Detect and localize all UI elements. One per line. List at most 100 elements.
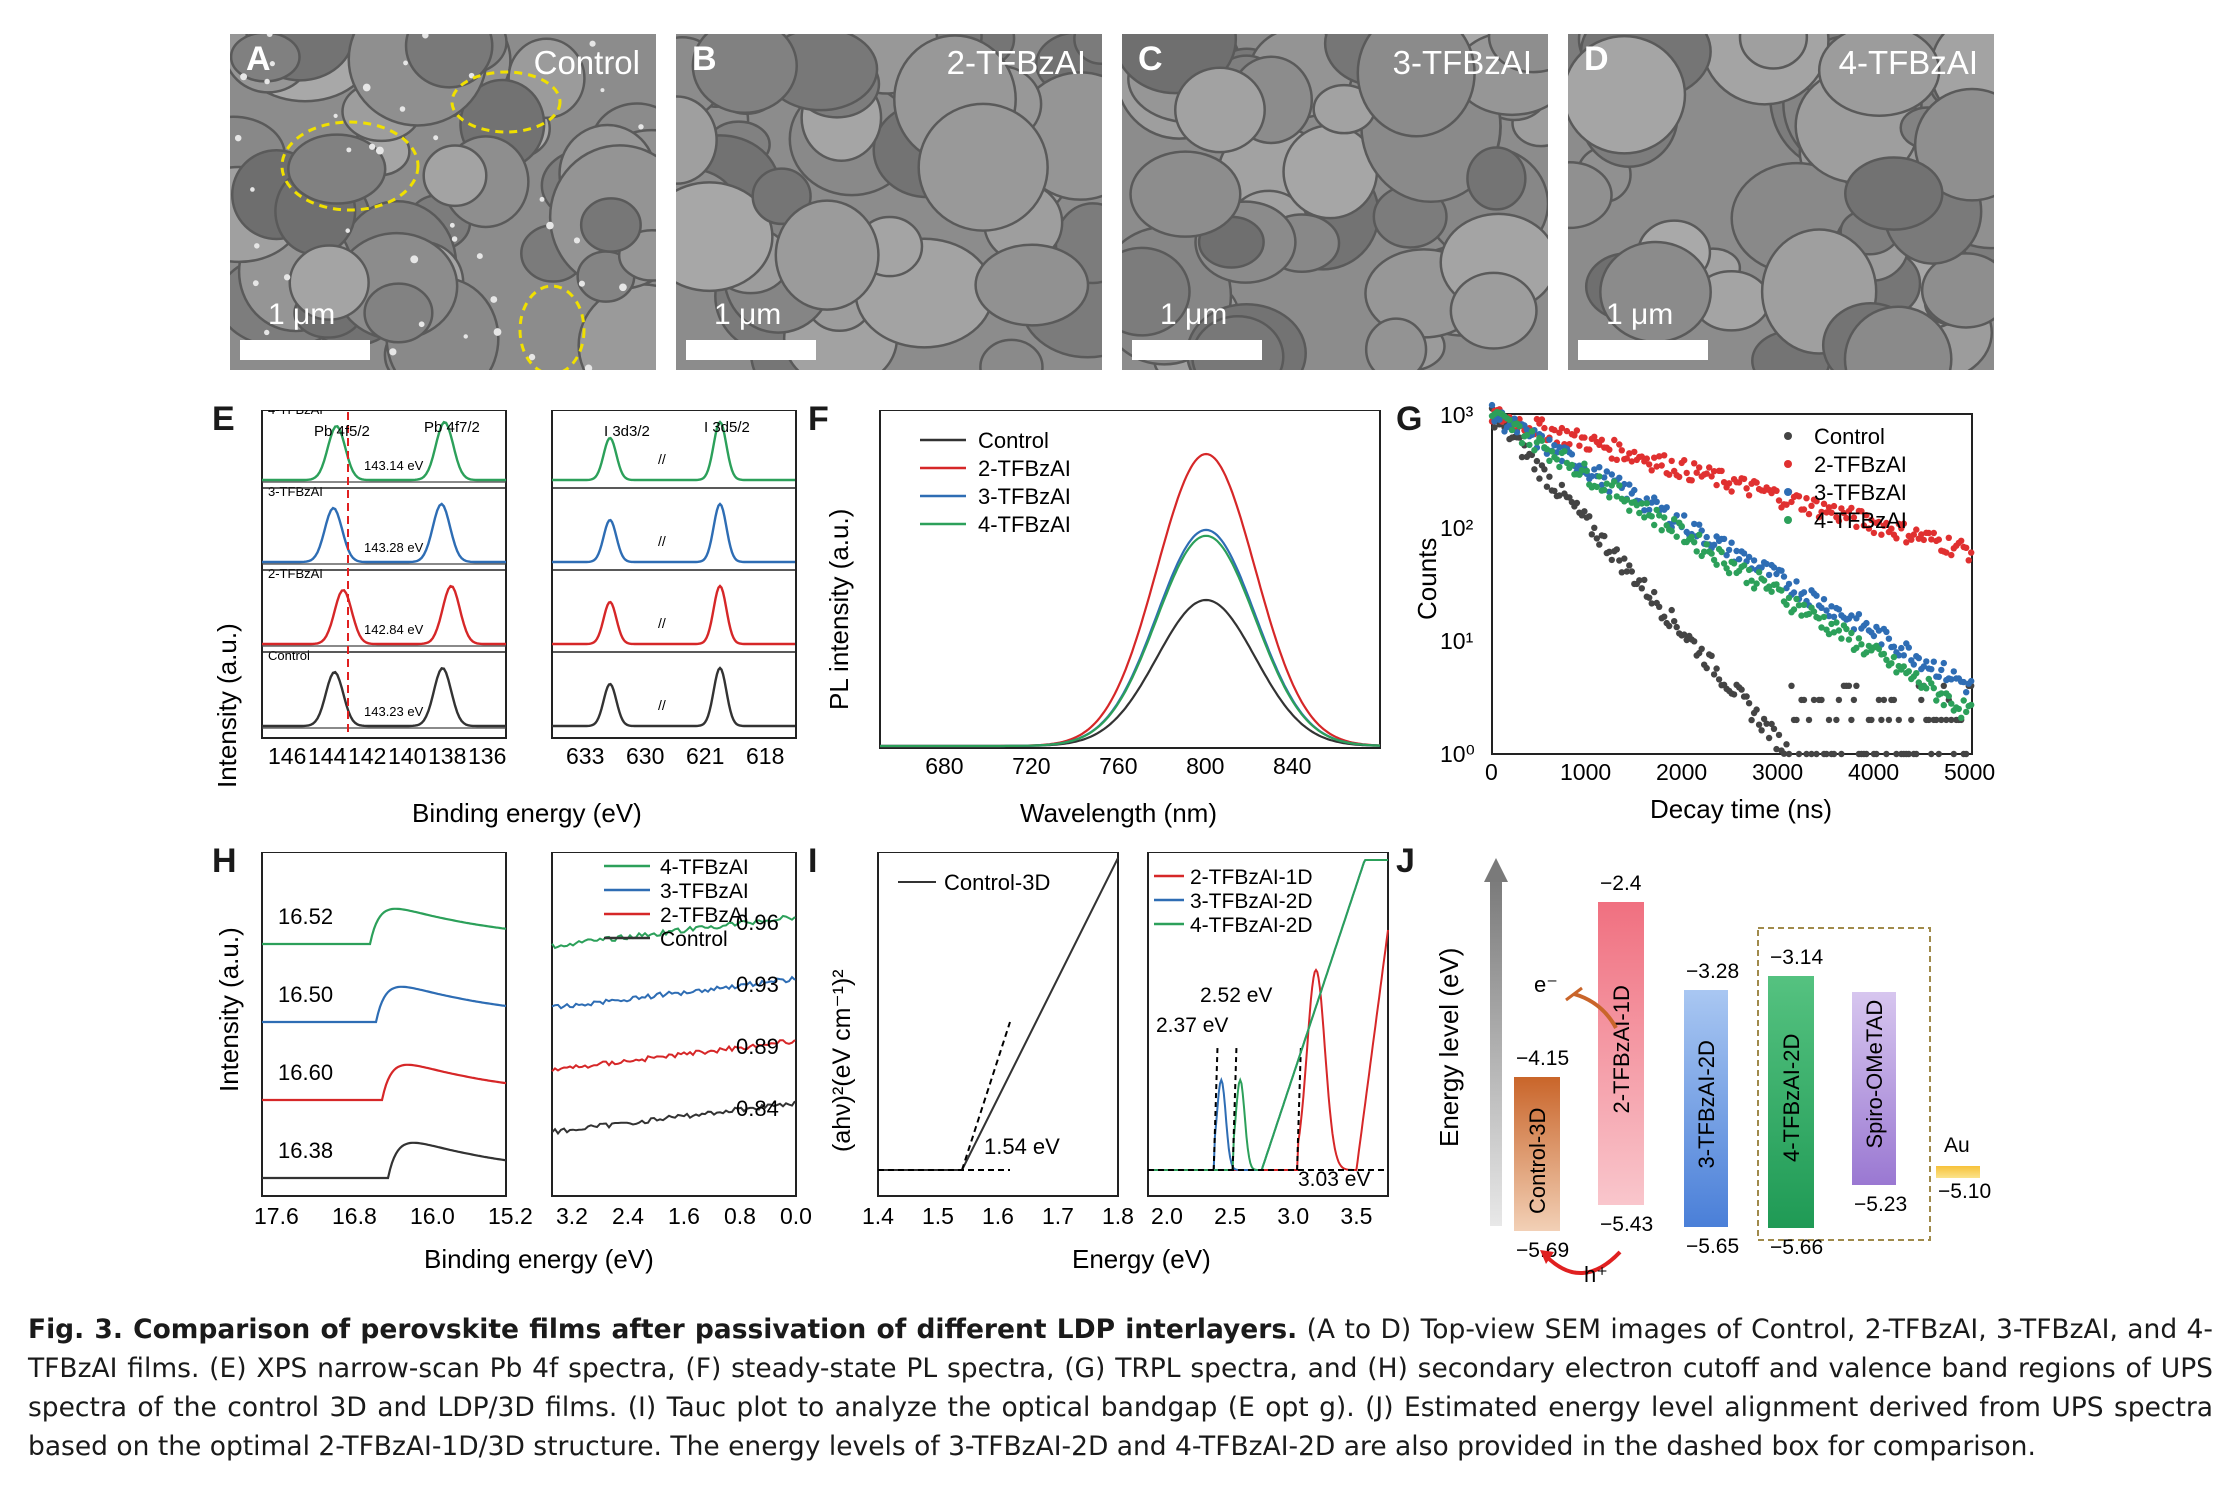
x-axis-label: Binding energy (eV) [424, 1244, 654, 1274]
x-tick-label: 2.5 [1214, 1203, 1246, 1229]
data-point [1641, 514, 1648, 521]
y-axis-label: PL intensity (a.u.) [824, 509, 854, 710]
particle [418, 321, 425, 328]
particle [573, 237, 581, 244]
data-point [1563, 459, 1571, 467]
scale-bar [686, 340, 816, 360]
data-point [1623, 496, 1630, 503]
plot-frame [551, 410, 797, 739]
data-point [1755, 721, 1763, 728]
data-point [1800, 589, 1808, 596]
data-point [1758, 564, 1765, 571]
level-bar [1514, 1077, 1560, 1231]
data-point [1606, 446, 1613, 453]
homo-value: −5.66 [1770, 1236, 1823, 1259]
peak-label-i-3d32: I 3d3/2 [604, 423, 650, 440]
data-point [1785, 594, 1793, 601]
data-point [1576, 442, 1583, 449]
tangent-line [1296, 1047, 1302, 1171]
data-point [1908, 716, 1915, 724]
panel-e-left: 4-TFBzAI 143.14 eV 3-TFBzAI 143.28 eV 2-TFBz… [261, 410, 507, 769]
data-point [1753, 580, 1760, 587]
data-point [1773, 487, 1780, 494]
data-point [1865, 525, 1873, 532]
data-point [1905, 668, 1912, 675]
x-tick-label: 1.8 [1102, 1203, 1134, 1229]
data-point [1563, 427, 1571, 435]
tick-labels: 0 1000 2000 3000 4000 5000 10⁰ 10¹ 10² 10³ [1440, 402, 1995, 785]
data-point [1623, 455, 1630, 462]
x-tick-label: 16.0 [410, 1203, 455, 1229]
data-point [1873, 750, 1880, 758]
sem-panel-b: B 2-TFBzAI 1 μm [676, 34, 1102, 370]
data-point [1623, 568, 1630, 575]
data-point [1666, 622, 1673, 630]
data-point [1938, 690, 1945, 697]
data-point [1538, 416, 1546, 423]
data-point [1738, 686, 1745, 693]
data-point [1651, 454, 1658, 461]
bandgap-label: 1.54 eV [984, 1134, 1060, 1159]
plot-frame [551, 852, 797, 1197]
data-point [1900, 663, 1907, 670]
data-point [1723, 565, 1730, 572]
data-point [1793, 578, 1800, 585]
data-point [1950, 668, 1957, 675]
data-point [1775, 497, 1783, 504]
data-point [1648, 467, 1655, 474]
x-tick-label: 3.0 [1277, 1203, 1309, 1229]
data-point [1518, 439, 1526, 447]
homo-value: −5.43 [1600, 1213, 1653, 1236]
data-point [1965, 557, 1972, 564]
data-point [1643, 500, 1650, 507]
data-point [1863, 512, 1870, 519]
peak-label-i-3d52: I 3d5/2 [704, 419, 750, 436]
data-point [1760, 577, 1768, 584]
data-point [1808, 750, 1815, 758]
data-point [1603, 480, 1610, 487]
data-point [1765, 734, 1773, 742]
data-point [1661, 613, 1668, 620]
series-label: 2-TFBzAI [268, 566, 323, 581]
data-point [1713, 481, 1720, 489]
data-point [1638, 585, 1645, 592]
data-point [1838, 635, 1845, 642]
data-point [1783, 741, 1790, 748]
x-axis-label: Energy (eV) [1072, 1244, 1211, 1274]
data-point [1835, 696, 1843, 704]
data-point [1648, 499, 1655, 506]
data-point [1740, 550, 1748, 557]
data-point [1880, 696, 1888, 704]
data-point [1875, 645, 1883, 653]
particle [264, 329, 270, 336]
xps-i3d-curves: // // // // [552, 420, 796, 728]
data-point [1708, 652, 1715, 659]
x-tick-labels: 633 630 621 618 [566, 743, 784, 769]
data-point [1583, 467, 1590, 474]
particle [546, 221, 554, 230]
data-point [1621, 555, 1628, 562]
scale-label: 1 μm [268, 298, 336, 331]
data-point [1928, 536, 1935, 543]
energy-level-bars: −4.15−5.69Control-3D−2.4−5.432-TFBzAI-1D… [1514, 872, 1991, 1262]
data-point [1556, 463, 1563, 471]
data-point [1613, 493, 1620, 500]
data-point [1598, 481, 1605, 489]
data-point [1800, 696, 1808, 704]
panel-letter: A [246, 40, 271, 78]
legend-label: 4-TFBzAI [1814, 508, 1907, 533]
trpl-scatter [1488, 401, 1975, 758]
data-point [1870, 632, 1878, 640]
data-point [1823, 607, 1830, 614]
data-point [1800, 601, 1808, 608]
data-point [1740, 562, 1748, 569]
particle [333, 113, 338, 118]
data-point [1541, 466, 1548, 473]
particle [264, 78, 270, 85]
data-point [1810, 608, 1818, 615]
data-point [1593, 483, 1600, 491]
particle [346, 147, 352, 153]
xps-curve [262, 584, 506, 646]
data-point [1710, 468, 1718, 475]
legend-label: 3-TFBzAI [978, 484, 1071, 509]
